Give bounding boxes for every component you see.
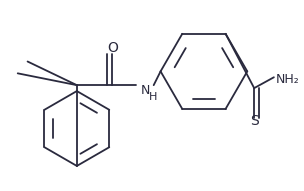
Text: S: S (250, 113, 258, 128)
Text: NH₂: NH₂ (276, 73, 300, 86)
Text: N: N (141, 84, 150, 97)
Text: O: O (107, 41, 118, 55)
Text: H: H (149, 92, 157, 102)
